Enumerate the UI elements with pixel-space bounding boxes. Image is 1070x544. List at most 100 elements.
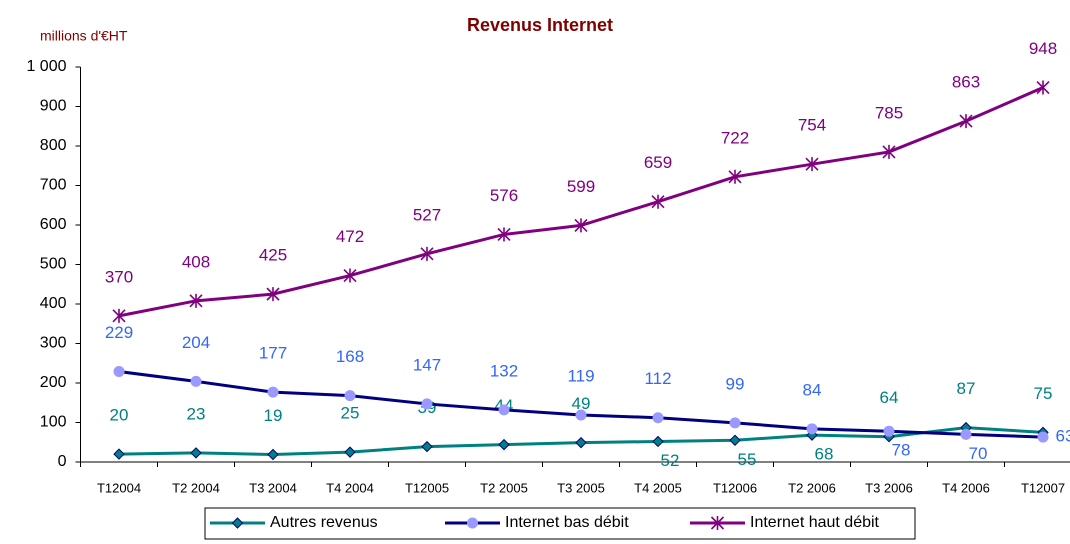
y-tick-label: 400	[40, 295, 67, 312]
data-label: 49	[572, 394, 591, 413]
data-label: 722	[721, 128, 749, 147]
legend-box	[204, 507, 916, 540]
y-tick-label: 700	[40, 177, 67, 194]
x-tick-label: T3 2004	[249, 480, 297, 495]
marker	[498, 438, 510, 451]
y-tick-label: 800	[40, 137, 67, 154]
marker	[113, 448, 125, 460]
marker	[1036, 80, 1050, 95]
data-label: 147	[413, 355, 441, 374]
data-label: 23	[187, 404, 206, 423]
marker	[267, 448, 279, 461]
data-label: 408	[182, 252, 210, 271]
data-label: 63	[1056, 427, 1070, 446]
x-tick-label: T2 2005	[480, 480, 528, 495]
x-tick-label: T12007	[1021, 480, 1065, 495]
x-tick-label: T4 2006	[942, 480, 990, 495]
marker	[267, 386, 279, 398]
marker	[420, 246, 434, 261]
marker	[421, 440, 433, 453]
marker	[467, 517, 478, 529]
x-tick-label: T2 2006	[788, 480, 836, 495]
data-label: 132	[490, 361, 518, 380]
data-label: 55	[738, 450, 757, 469]
marker	[651, 194, 665, 209]
x-tick-label: T12005	[405, 480, 449, 495]
marker	[575, 409, 587, 421]
marker	[112, 308, 126, 323]
marker	[652, 435, 664, 448]
y-tick-label: 600	[40, 216, 67, 233]
data-label: 84	[803, 380, 822, 399]
data-label: 177	[259, 344, 287, 363]
marker	[728, 169, 742, 184]
data-label: 204	[182, 333, 210, 352]
y-tick-label: 1 000	[26, 58, 66, 75]
x-tick-label: T2 2004	[172, 480, 220, 495]
marker	[1037, 431, 1049, 443]
data-label: 87	[957, 379, 976, 398]
marker	[960, 428, 972, 440]
legend-label: Autres revenus	[270, 514, 378, 531]
data-label: 168	[336, 347, 364, 366]
data-label: 229	[105, 323, 133, 342]
data-label: 472	[336, 227, 364, 246]
data-label: 78	[892, 441, 911, 460]
chart-title: Revenus Internet	[467, 15, 613, 35]
data-label: 599	[567, 177, 595, 196]
marker	[344, 446, 356, 458]
marker	[266, 287, 280, 302]
marker	[575, 436, 587, 449]
x-tick-label: T3 2006	[865, 480, 913, 495]
data-label: 425	[259, 246, 287, 265]
marker	[710, 516, 725, 530]
data-label: 52	[661, 451, 680, 470]
data-label: 70	[969, 444, 988, 463]
y-tick-label: 200	[40, 374, 67, 391]
y-tick-label: 300	[40, 335, 67, 352]
legend-label: Internet bas débit	[505, 514, 629, 531]
data-label: 99	[726, 374, 745, 393]
x-tick-label: T12004	[97, 480, 141, 495]
marker	[231, 517, 244, 529]
marker	[498, 404, 510, 416]
data-label: 75	[1034, 384, 1053, 403]
data-label: 68	[815, 445, 834, 464]
data-label: 19	[264, 406, 283, 425]
marker	[113, 366, 125, 378]
y-tick-label: 900	[40, 98, 67, 115]
series-line	[118, 86, 1044, 318]
data-label: 659	[644, 153, 672, 172]
data-label: 948	[1029, 39, 1057, 58]
marker	[574, 218, 588, 233]
data-label: 25	[341, 404, 360, 423]
x-tick-label: T4 2005	[634, 480, 682, 495]
y-tick-label: 0	[58, 453, 67, 470]
data-label: 20	[110, 406, 129, 425]
marker	[652, 412, 664, 424]
marker	[882, 144, 896, 159]
marker	[497, 227, 511, 242]
marker	[806, 423, 818, 435]
marker	[883, 425, 895, 437]
marker	[190, 375, 202, 387]
data-label: 785	[875, 103, 903, 122]
marker	[189, 293, 203, 308]
marker	[729, 434, 741, 446]
y-axis-label: millions d'€HT	[40, 28, 128, 44]
data-label: 370	[105, 267, 133, 286]
marker	[421, 398, 433, 410]
x-tick-label: T4 2004	[326, 480, 374, 495]
marker	[343, 268, 357, 283]
data-label: 64	[880, 388, 899, 407]
data-label: 576	[490, 186, 518, 205]
marker	[190, 447, 202, 459]
legend-label: Internet haut débit	[750, 514, 880, 531]
x-tick-label: T3 2005	[557, 480, 605, 495]
data-label: 112	[644, 369, 671, 388]
marker	[959, 114, 973, 129]
y-tick-label: 100	[40, 414, 67, 431]
x-tick-label: T12006	[713, 480, 757, 495]
marker	[729, 417, 741, 429]
